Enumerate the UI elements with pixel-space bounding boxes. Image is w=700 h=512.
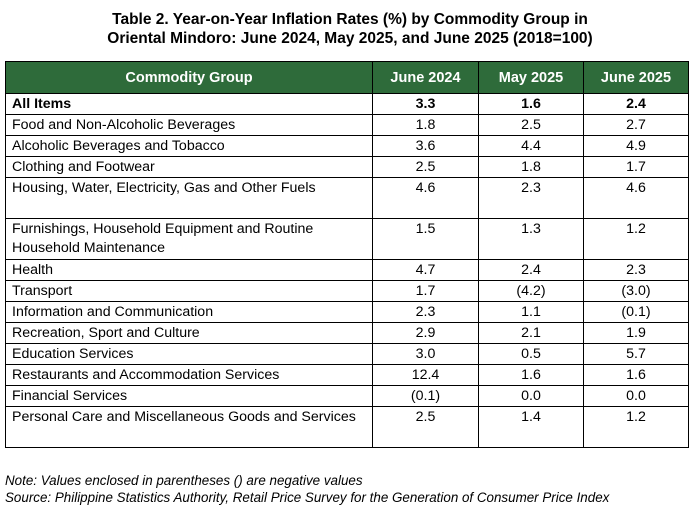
table-row: Food and Non-Alcoholic Beverages 1.8 2.5 2.…	[5, 114, 689, 136]
may-2025-cell: 2.4	[478, 259, 584, 281]
commodity-group-cell: Education Services	[5, 343, 373, 365]
june-2025-cell: 1.2	[583, 406, 689, 448]
commodity-group-cell: Financial Services	[5, 385, 373, 407]
table-row: Clothing and Footwear 2.5 1.8 1.7	[5, 156, 689, 178]
may-2025-cell: 2.3	[478, 177, 584, 219]
title-line-2: Oriental Mindoro: June 2024, May 2025, a…	[107, 30, 593, 47]
june-2025-cell: 1.6	[583, 364, 689, 386]
table-row: All Items 3.3 1.6 2.4	[5, 93, 689, 115]
june-2025-cell: 2.4	[583, 93, 689, 115]
may-2025-cell: 0.0	[478, 385, 584, 407]
commodity-group-cell: Restaurants and Accommodation Services	[5, 364, 373, 386]
june-2025-cell: 4.6	[583, 177, 689, 219]
may-2025-cell: 1.3	[478, 218, 584, 260]
commodity-group-cell: Information and Communication	[5, 301, 373, 323]
may-2025-cell: 0.5	[478, 343, 584, 365]
commodity-group-cell: Alcoholic Beverages and Tobacco	[5, 135, 373, 157]
june-2024-cell: 2.5	[372, 156, 479, 178]
commodity-group-cell: All Items	[5, 93, 373, 115]
june-2024-cell: 3.6	[372, 135, 479, 157]
table-row: Housing, Water, Electricity, Gas and Oth…	[5, 177, 689, 219]
june-2025-cell: 1.2	[583, 218, 689, 260]
table-row: Transport 1.7 (4.2) (3.0)	[5, 280, 689, 302]
june-2024-cell: 1.7	[372, 280, 479, 302]
table-title: Table 2. Year-on-Year Inflation Rates (%…	[0, 0, 700, 53]
commodity-group-cell: Transport	[5, 280, 373, 302]
june-2024-cell: 3.3	[372, 93, 479, 115]
june-2024-cell: 1.8	[372, 114, 479, 136]
june-2024-cell: 2.9	[372, 322, 479, 344]
may-2025-cell: 1.4	[478, 406, 584, 448]
june-2025-cell: 2.7	[583, 114, 689, 136]
table-body: All Items 3.3 1.6 2.4 Food and Non-Alcoholic…	[5, 93, 689, 448]
table-row: Alcoholic Beverages and Tobacco 3.6 4.4 4.9	[5, 135, 689, 157]
source-text: Source: Philippine Statistics Authority,…	[5, 490, 610, 505]
june-2024-cell: 1.5	[372, 218, 479, 260]
table-row: Financial Services (0.1) 0.0 0.0	[5, 385, 689, 407]
commodity-group-cell: Health	[5, 259, 373, 281]
june-2025-cell: (3.0)	[583, 280, 689, 302]
table-row: Education Services 3.0 0.5 5.7	[5, 343, 689, 365]
inflation-table: Commodity Group June 2024 May 2025 June …	[5, 61, 689, 448]
header-june-2025: June 2025	[583, 61, 689, 94]
commodity-group-cell: Housing, Water, Electricity, Gas and Oth…	[5, 177, 373, 219]
june-2025-cell: 5.7	[583, 343, 689, 365]
june-2024-cell: 2.5	[372, 406, 479, 448]
may-2025-cell: 1.6	[478, 93, 584, 115]
header-commodity-group: Commodity Group	[5, 61, 373, 94]
june-2024-cell: 4.7	[372, 259, 479, 281]
june-2025-cell: 1.9	[583, 322, 689, 344]
may-2025-cell: 1.8	[478, 156, 584, 178]
header-may-2025: May 2025	[478, 61, 584, 94]
may-2025-cell: 1.1	[478, 301, 584, 323]
commodity-group-cell: Food and Non-Alcoholic Beverages	[5, 114, 373, 136]
note-text: Note: Values enclosed in parentheses () …	[5, 473, 363, 488]
commodity-group-cell: Recreation, Sport and Culture	[5, 322, 373, 344]
june-2024-cell: 2.3	[372, 301, 479, 323]
may-2025-cell: 2.5	[478, 114, 584, 136]
commodity-group-cell: Furnishings, Household Equipment and Rou…	[5, 218, 373, 260]
may-2025-cell: 1.6	[478, 364, 584, 386]
june-2024-cell: 3.0	[372, 343, 479, 365]
june-2025-cell: 4.9	[583, 135, 689, 157]
june-2025-cell: (0.1)	[583, 301, 689, 323]
commodity-group-cell: Clothing and Footwear	[5, 156, 373, 178]
table-notes: Note: Values enclosed in parentheses () …	[5, 472, 609, 506]
may-2025-cell: 2.1	[478, 322, 584, 344]
commodity-group-cell: Personal Care and Miscellaneous Goods an…	[5, 406, 373, 448]
table-row: Information and Communication 2.3 1.1 (0.1)	[5, 301, 689, 323]
table-row: Furnishings, Household Equipment and Rou…	[5, 218, 689, 260]
table-row: Recreation, Sport and Culture 2.9 2.1 1.9	[5, 322, 689, 344]
title-line-1: Table 2. Year-on-Year Inflation Rates (%…	[112, 11, 588, 28]
june-2025-cell: 1.7	[583, 156, 689, 178]
may-2025-cell: (4.2)	[478, 280, 584, 302]
june-2024-cell: 4.6	[372, 177, 479, 219]
june-2024-cell: (0.1)	[372, 385, 479, 407]
may-2025-cell: 4.4	[478, 135, 584, 157]
june-2025-cell: 0.0	[583, 385, 689, 407]
june-2024-cell: 12.4	[372, 364, 479, 386]
june-2025-cell: 2.3	[583, 259, 689, 281]
table-row: Personal Care and Miscellaneous Goods an…	[5, 406, 689, 448]
table-row: Restaurants and Accommodation Services 12…	[5, 364, 689, 386]
table-header-row: Commodity Group June 2024 May 2025 June …	[5, 61, 689, 94]
table-row: Health 4.7 2.4 2.3	[5, 259, 689, 281]
header-june-2024: June 2024	[372, 61, 479, 94]
